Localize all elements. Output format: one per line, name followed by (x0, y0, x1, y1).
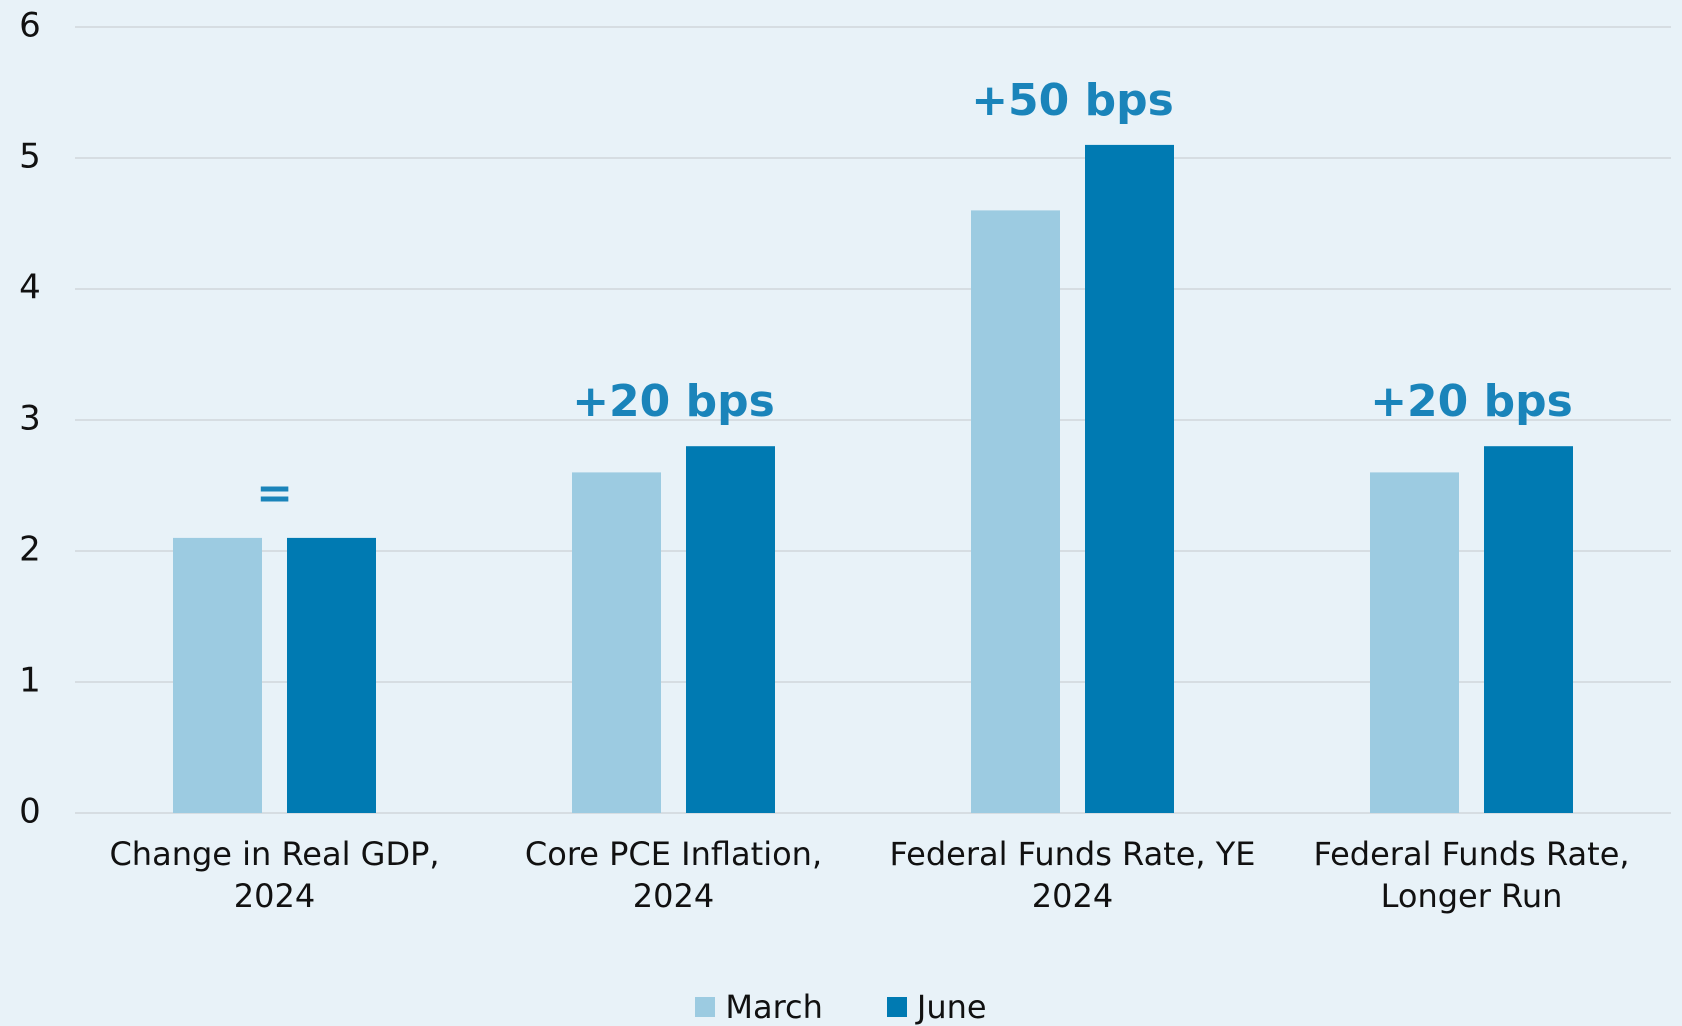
y-tick-label: 5 (19, 137, 41, 177)
y-tick-label: 0 (19, 792, 41, 832)
bar (287, 537, 376, 813)
annotation: +50 bps (971, 75, 1174, 126)
x-tick-label: Change in Real GDP, 2024 (109, 835, 440, 915)
x-tick-label: Federal Funds Rate, YE 2024 (889, 835, 1256, 915)
x-tick-label: Core PCE Inflation, 2024 (524, 835, 823, 915)
legend-label: June (916, 988, 987, 1026)
y-tick-label: 1 (19, 661, 41, 701)
legend-item: June (886, 988, 987, 1026)
legend-label: March (725, 988, 823, 1026)
legend-swatch (695, 997, 716, 1017)
x-tick-label: Federal Funds Rate, Longer Run (1313, 835, 1630, 915)
legend: March June (0, 988, 1682, 1026)
bar (572, 472, 661, 813)
bar (1370, 472, 1459, 813)
y-tick-label: 4 (19, 268, 41, 308)
y-tick-label: 3 (19, 399, 41, 439)
bar (686, 446, 775, 813)
y-tick-label: 6 (19, 6, 41, 46)
y-tick-label: 2 (19, 530, 41, 570)
annotation: = (256, 468, 293, 519)
bar (1484, 446, 1573, 813)
legend-swatch (886, 997, 907, 1017)
bar (1085, 144, 1174, 813)
annotation: +20 bps (1370, 376, 1573, 427)
bar (173, 537, 262, 813)
bar (971, 210, 1060, 813)
annotation: +20 bps (572, 376, 775, 427)
legend-item: March (695, 988, 823, 1026)
